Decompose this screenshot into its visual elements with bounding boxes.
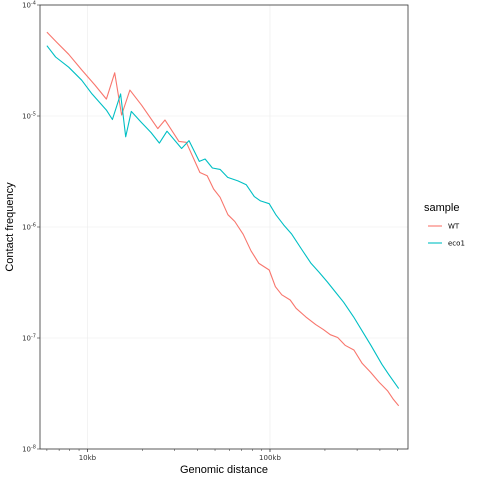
y-tick-label: 10-5 — [22, 112, 36, 121]
x-axis-title: Genomic distance — [180, 464, 268, 476]
legend-label-eco1: eco1 — [448, 240, 465, 248]
y-axis-title: Contact frequency — [4, 182, 16, 272]
x-tick-label: 10kb — [79, 454, 97, 462]
x-tick-label: 100kb — [259, 454, 281, 462]
y-tick-label: 10-8 — [22, 445, 36, 454]
series-line-eco1 — [46, 45, 400, 389]
axis-ticks — [37, 4, 398, 452]
axis-tick-labels: 10-8 10-7 10-6 10-5 10-4 10kb 100kb — [22, 1, 281, 463]
series-lines — [46, 31, 400, 407]
series-line-wt — [46, 31, 400, 407]
legend: sample WT eco1 — [424, 202, 465, 248]
legend-title: sample — [424, 202, 459, 214]
legend-label-wt: WT — [448, 223, 460, 231]
y-tick-label: 10-7 — [22, 334, 36, 343]
y-tick-label: 10-6 — [22, 223, 36, 232]
y-tick-label: 10-4 — [22, 1, 36, 10]
